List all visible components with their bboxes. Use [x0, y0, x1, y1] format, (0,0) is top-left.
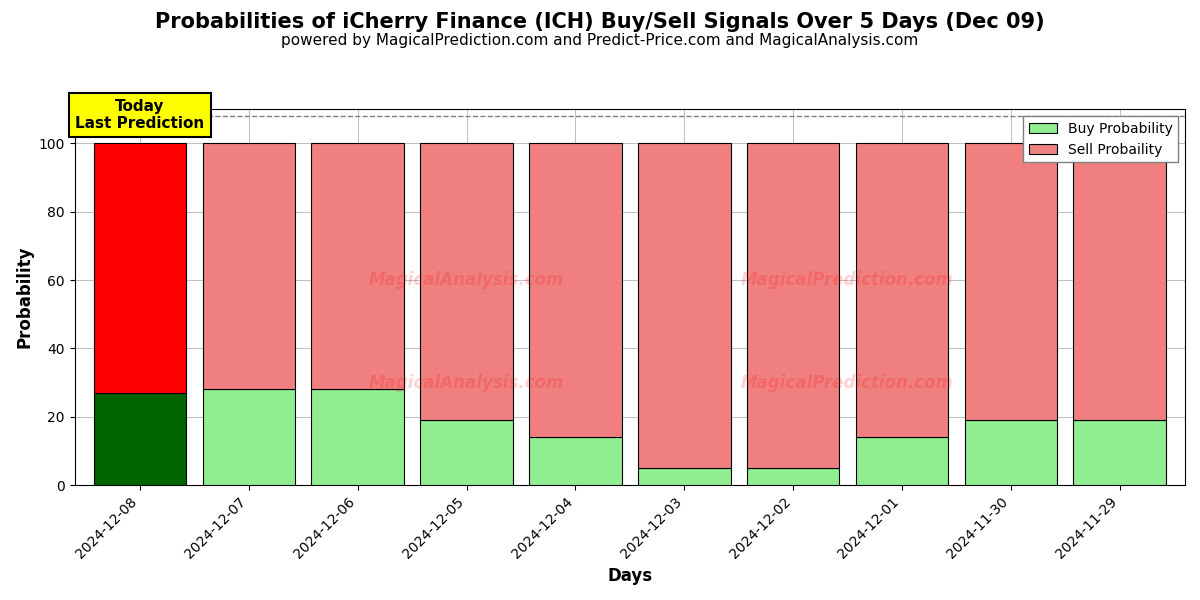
Bar [746, 468, 839, 485]
Bar [965, 420, 1057, 485]
Text: MagicalAnalysis.com: MagicalAnalysis.com [368, 271, 564, 289]
Bar [529, 437, 622, 485]
Bar [203, 143, 295, 389]
Bar [94, 143, 186, 393]
Bar [965, 143, 1057, 420]
Bar [638, 143, 731, 468]
X-axis label: Days: Days [607, 567, 653, 585]
Y-axis label: Probability: Probability [16, 246, 34, 349]
Bar [1074, 420, 1166, 485]
Bar [638, 468, 731, 485]
Bar [856, 143, 948, 437]
Bar [1074, 143, 1166, 420]
Bar [420, 143, 512, 420]
Legend: Buy Probability, Sell Probaility: Buy Probability, Sell Probaility [1024, 116, 1178, 162]
Text: MagicalPrediction.com: MagicalPrediction.com [742, 271, 954, 289]
Bar [203, 389, 295, 485]
Text: Probabilities of iCherry Finance (ICH) Buy/Sell Signals Over 5 Days (Dec 09): Probabilities of iCherry Finance (ICH) B… [155, 12, 1045, 32]
Bar [856, 437, 948, 485]
Text: Today
Last Prediction: Today Last Prediction [76, 99, 204, 131]
Text: MagicalPrediction.com: MagicalPrediction.com [742, 374, 954, 392]
Bar [312, 143, 404, 389]
Bar [420, 420, 512, 485]
Text: MagicalAnalysis.com: MagicalAnalysis.com [368, 374, 564, 392]
Bar [746, 143, 839, 468]
Bar [529, 143, 622, 437]
Bar [312, 389, 404, 485]
Bar [94, 393, 186, 485]
Text: powered by MagicalPrediction.com and Predict-Price.com and MagicalAnalysis.com: powered by MagicalPrediction.com and Pre… [281, 33, 919, 48]
